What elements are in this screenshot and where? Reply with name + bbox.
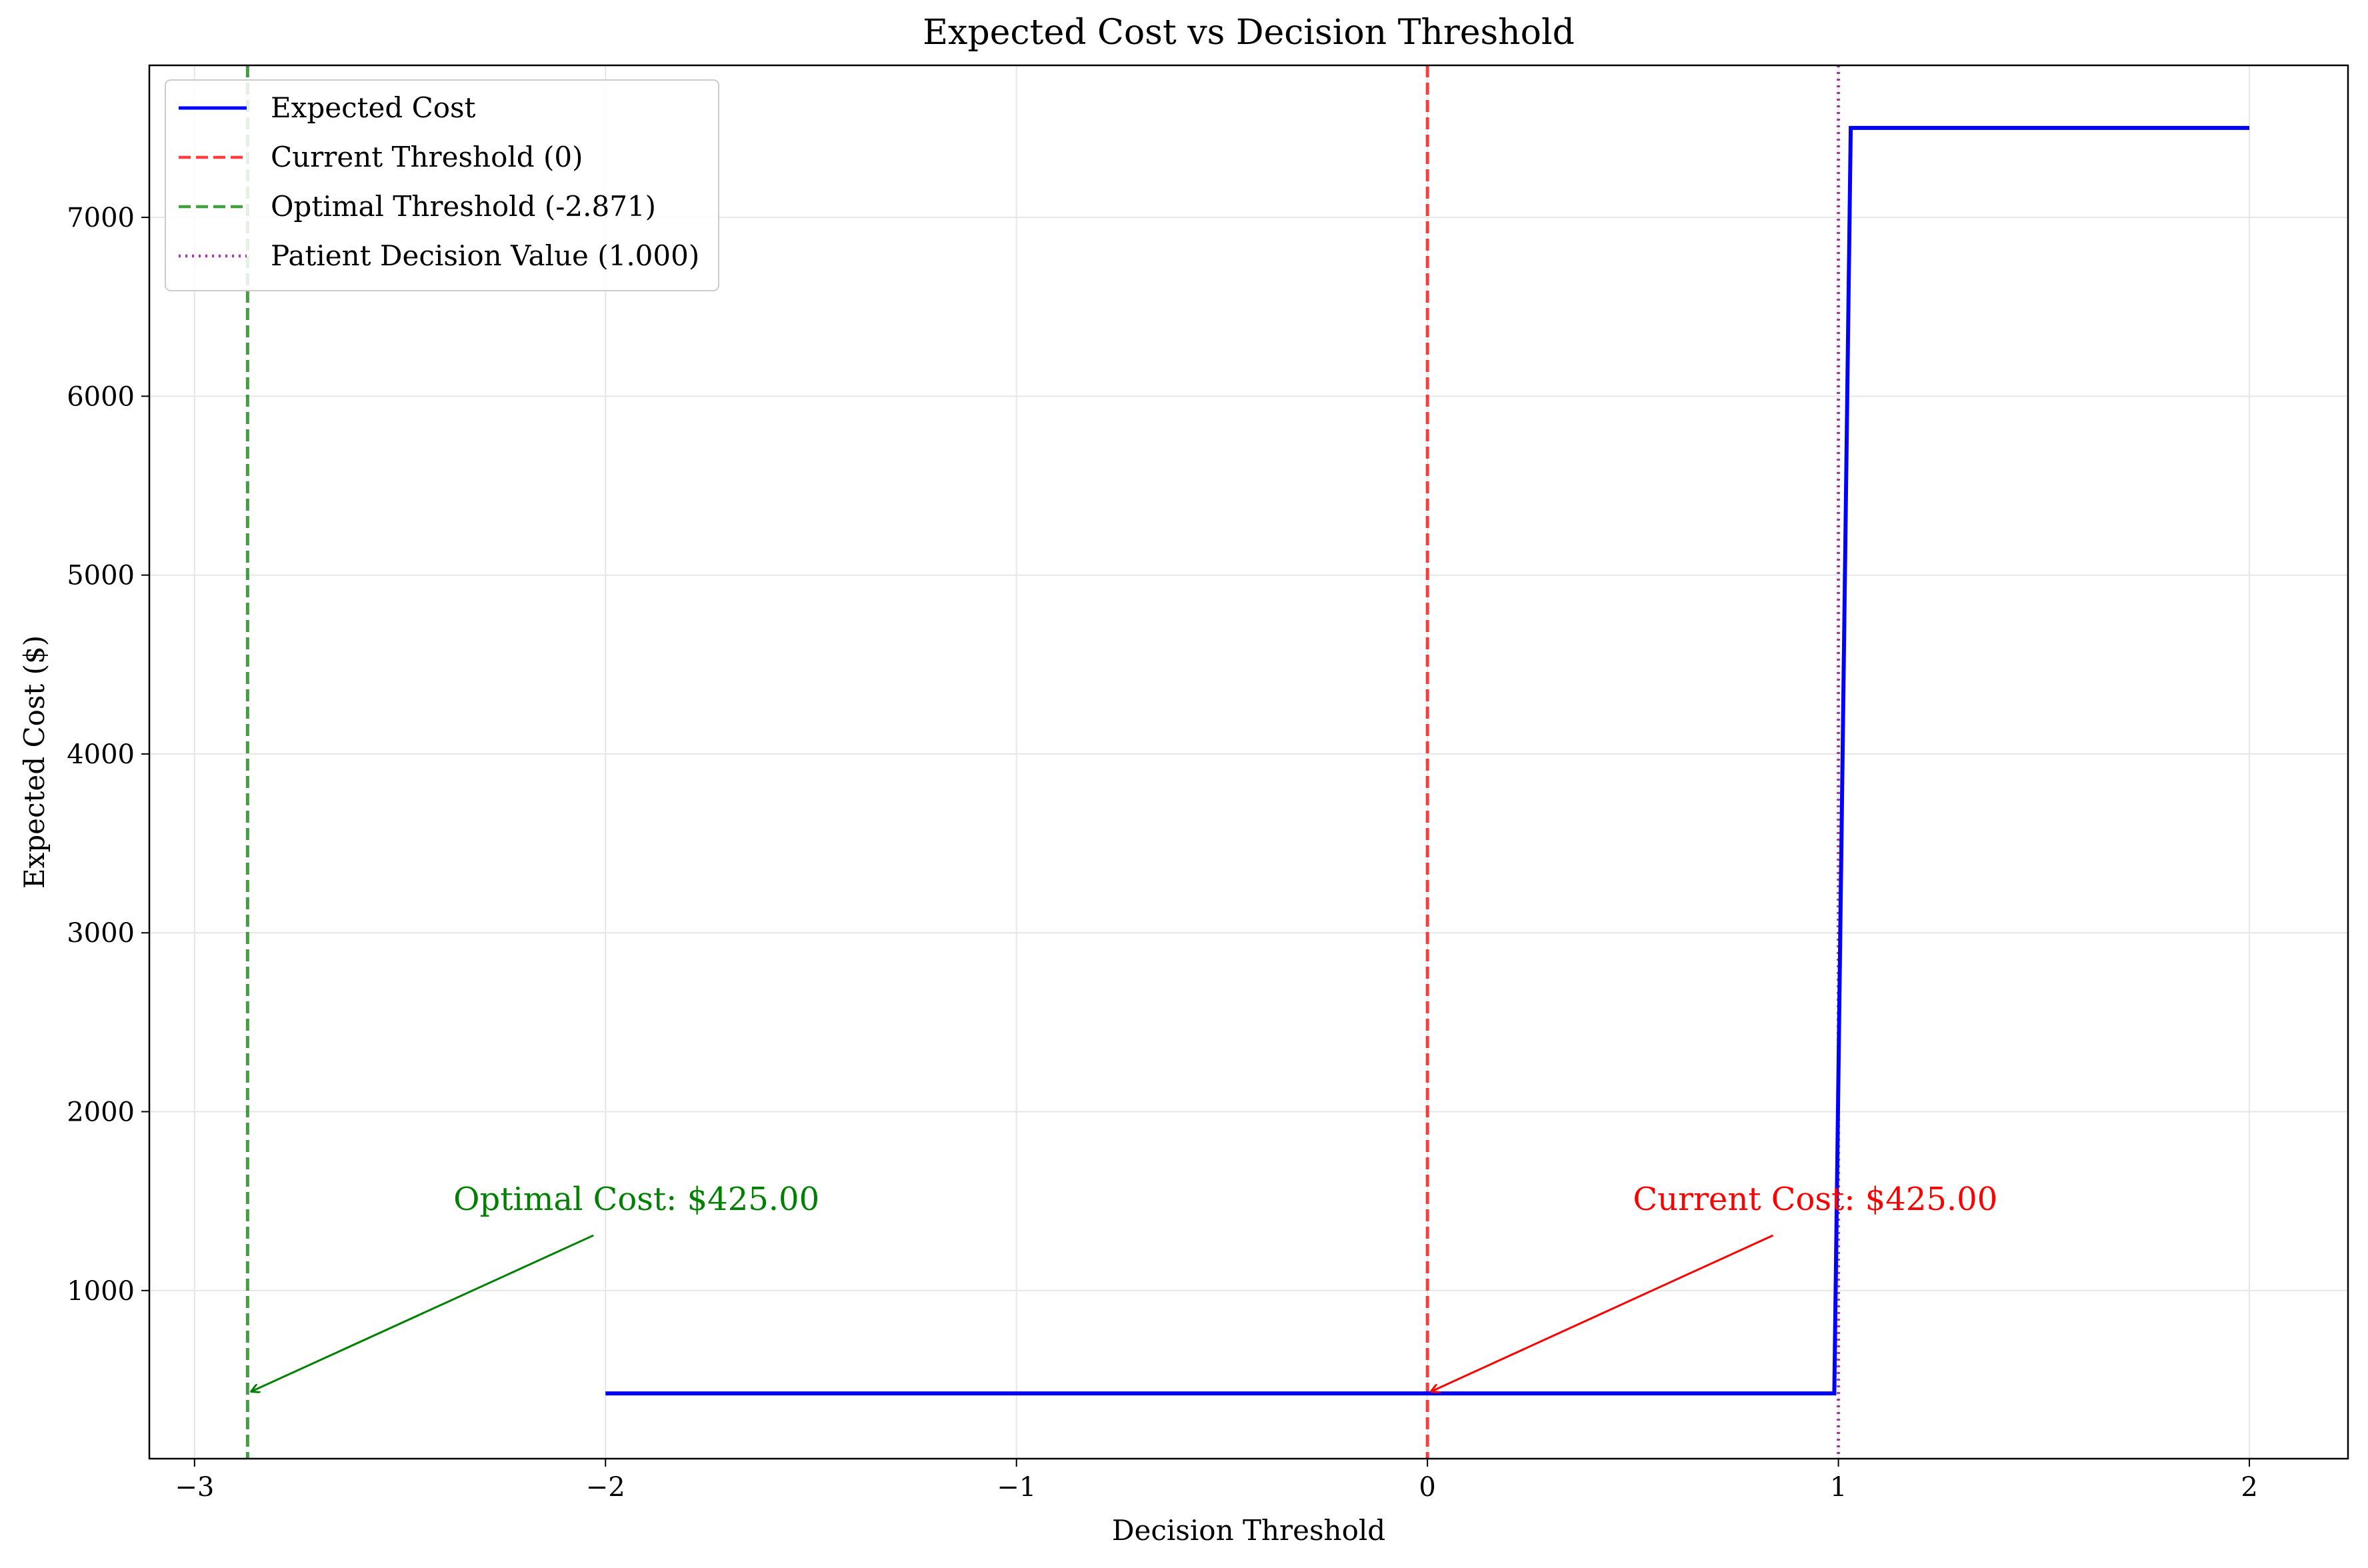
y-tick-label: 1000	[67, 1276, 135, 1307]
series-line	[605, 125, 2250, 1396]
series-layer	[605, 125, 2250, 1396]
tick-layer: −3 −2 −1 0 1 2 1000 2000 3000 4000 5000 6000 7000	[67, 203, 2258, 1503]
annotation-arrow	[1431, 1234, 1774, 1391]
x-tick-label: 1	[1830, 1472, 1847, 1503]
y-tick-label: 3000	[67, 918, 135, 949]
x-tick-label: −2	[586, 1472, 625, 1503]
y-tick-label: 2000	[67, 1097, 135, 1128]
grid-layer	[149, 65, 2348, 1459]
legend-label: Current Threshold (0)	[271, 141, 583, 173]
annotation-arrow	[251, 1234, 594, 1391]
x-tick-label: 2	[2241, 1472, 2257, 1503]
y-tick-label: 7000	[67, 203, 135, 233]
plot-frame	[148, 64, 2349, 1460]
legend-box	[165, 79, 719, 291]
x-axis-label: Decision Threshold	[1112, 1514, 1385, 1547]
x-tick-label: −3	[175, 1472, 214, 1503]
y-tick-label: 4000	[67, 739, 135, 770]
annotation-layer: Optimal Cost: $425.00 Current Cost: $425.…	[251, 1181, 1997, 1391]
chart-title: Expected Cost vs Decision Threshold	[923, 13, 1575, 53]
annotation-label: Optimal Cost: $425.00	[453, 1181, 819, 1218]
legend: Expected Cost Current Threshold (0) Optima…	[165, 79, 719, 291]
annotation-label: Current Cost: $425.00	[1633, 1181, 1997, 1218]
x-tick-label: 0	[1419, 1472, 1435, 1503]
y-axis-label: Expected Cost ($)	[18, 635, 51, 889]
legend-label: Optimal Threshold (-2.871)	[271, 190, 656, 223]
legend-label: Patient Decision Value (1.000)	[271, 239, 699, 272]
legend-label: Expected Cost	[271, 91, 476, 124]
y-tick-label: 6000	[67, 381, 135, 412]
y-tick-label: 5000	[67, 561, 135, 591]
x-tick-label: −1	[997, 1472, 1036, 1503]
